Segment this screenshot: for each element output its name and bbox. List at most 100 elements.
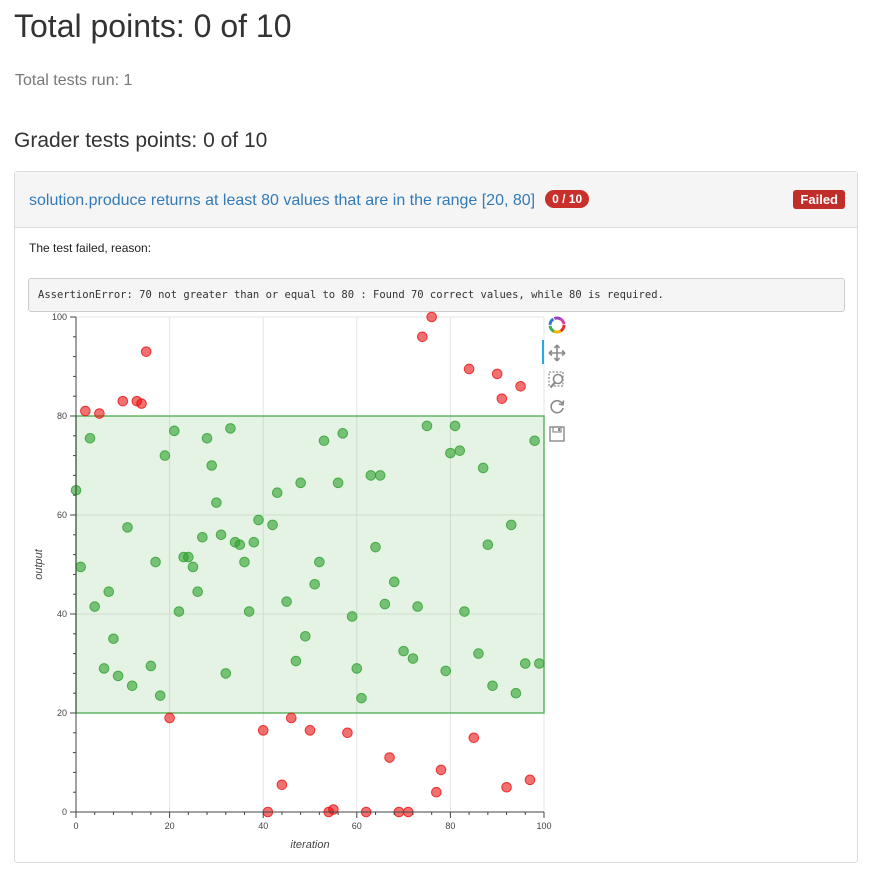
data-point-in-range	[477, 462, 489, 474]
data-point-in-range	[454, 445, 466, 456]
data-point-in-range	[398, 645, 409, 657]
data-point-out-of-range	[342, 727, 353, 739]
data-point-in-range	[112, 670, 124, 682]
data-point-in-range	[295, 477, 306, 489]
data-point-in-range	[412, 601, 423, 612]
data-point-in-range	[379, 598, 391, 610]
test-name-link[interactable]: solution.produce returns at least 80 val…	[29, 190, 590, 210]
page-title: Total points: 0 of 10	[14, 8, 292, 44]
data-point-in-range	[519, 658, 531, 669]
data-point-in-range	[84, 432, 96, 444]
data-point-in-range	[281, 596, 292, 607]
data-point-in-range	[103, 586, 115, 598]
data-point-in-range	[239, 556, 250, 568]
data-point-in-range	[365, 470, 377, 481]
data-point-in-range	[173, 606, 185, 617]
x-axis-label: iteration	[290, 839, 329, 851]
plot-axes: 0 20 40 60 80 100 0 20 40 60 80 100	[52, 312, 552, 831]
data-point-out-of-range	[417, 331, 428, 343]
data-point-out-of-range	[515, 381, 526, 392]
data-point-in-range	[300, 630, 311, 642]
data-point-in-range	[445, 447, 456, 459]
box-zoom-icon[interactable]	[546, 369, 568, 391]
data-point-in-range	[225, 423, 236, 434]
data-point-in-range	[482, 539, 494, 550]
data-point-out-of-range	[468, 732, 480, 744]
data-point-in-range	[449, 420, 461, 432]
y-tick-label: 20	[57, 708, 67, 718]
data-point-in-range	[122, 522, 133, 533]
scatter-plot[interactable]: 0 20 40 60 80 100 0 20 40 60 80 100 iteration outpu…	[15, 302, 575, 862]
x-tick-label: 20	[165, 821, 175, 831]
data-point-in-range	[388, 576, 400, 588]
test-panel-heading[interactable]: solution.produce returns at least 80 val…	[15, 172, 857, 228]
data-point-in-range	[248, 536, 260, 548]
data-point-out-of-range	[431, 786, 442, 798]
data-point-in-range	[534, 658, 545, 669]
data-point-in-range	[407, 653, 419, 664]
test-name-text: solution.produce returns at least 80 val…	[29, 192, 536, 209]
y-tick-label: 40	[57, 609, 67, 619]
data-point-out-of-range	[501, 781, 512, 793]
data-point-in-range	[206, 460, 218, 471]
data-point-out-of-range	[276, 779, 288, 791]
data-point-in-range	[440, 665, 452, 677]
data-point-out-of-range	[435, 764, 447, 776]
x-tick-label: 60	[352, 821, 362, 831]
data-point-in-range	[243, 606, 255, 617]
active-tool-indicator	[542, 340, 544, 364]
data-point-out-of-range	[463, 363, 475, 375]
data-point-in-range	[75, 561, 86, 573]
status-badge: Failed	[793, 190, 845, 209]
x-tick-label: 40	[258, 821, 268, 831]
data-point-out-of-range	[140, 346, 152, 357]
data-point-in-range	[108, 633, 119, 645]
data-point-in-range	[370, 541, 381, 553]
data-point-in-range	[337, 428, 349, 439]
test-panel: solution.produce returns at least 80 val…	[14, 171, 858, 863]
data-point-in-range	[314, 556, 325, 568]
data-point-in-range	[211, 497, 222, 508]
data-point-in-range	[168, 425, 180, 437]
reset-icon[interactable]	[546, 396, 568, 418]
data-point-in-range	[234, 539, 246, 550]
data-point-out-of-range	[304, 725, 316, 736]
data-point-in-range	[421, 420, 433, 432]
tests-run-count: Total tests run: 1	[15, 72, 133, 89]
error-message: AssertionError: 70 not greater than or e…	[28, 277, 845, 312]
data-point-in-range	[529, 435, 540, 447]
y-tick-label: 0	[62, 807, 67, 817]
x-tick-label: 100	[536, 821, 551, 831]
data-point-out-of-range	[285, 712, 297, 724]
data-point-in-range	[150, 556, 161, 568]
data-point-in-range	[89, 601, 101, 612]
data-point-out-of-range	[257, 725, 269, 736]
y-tick-label: 80	[57, 411, 67, 421]
save-icon[interactable]	[546, 423, 568, 445]
bokeh-logo-icon[interactable]	[546, 314, 568, 336]
data-point-in-range	[374, 470, 386, 481]
plot-toolbar	[542, 312, 572, 452]
data-point-in-range	[271, 487, 283, 499]
data-points	[70, 311, 545, 818]
data-point-out-of-range	[94, 408, 105, 419]
data-point-out-of-range	[136, 398, 147, 409]
data-point-out-of-range	[496, 393, 508, 404]
data-point-in-range	[126, 680, 138, 692]
data-point-in-range	[192, 586, 203, 598]
data-point-in-range	[510, 687, 522, 699]
data-point-out-of-range	[524, 774, 536, 786]
data-point-in-range	[215, 529, 227, 541]
data-point-in-range	[473, 648, 484, 659]
data-point-in-range	[487, 680, 498, 692]
data-point-in-range	[201, 432, 213, 444]
data-point-in-range	[220, 668, 232, 679]
data-point-out-of-range	[384, 752, 395, 763]
score-badge: 0 / 10	[545, 190, 590, 208]
data-point-in-range	[154, 690, 166, 701]
data-point-in-range	[187, 561, 199, 573]
data-point-in-range	[159, 450, 171, 461]
data-point-in-range	[309, 579, 320, 590]
pan-icon[interactable]	[546, 342, 568, 364]
data-point-in-range	[318, 435, 330, 447]
